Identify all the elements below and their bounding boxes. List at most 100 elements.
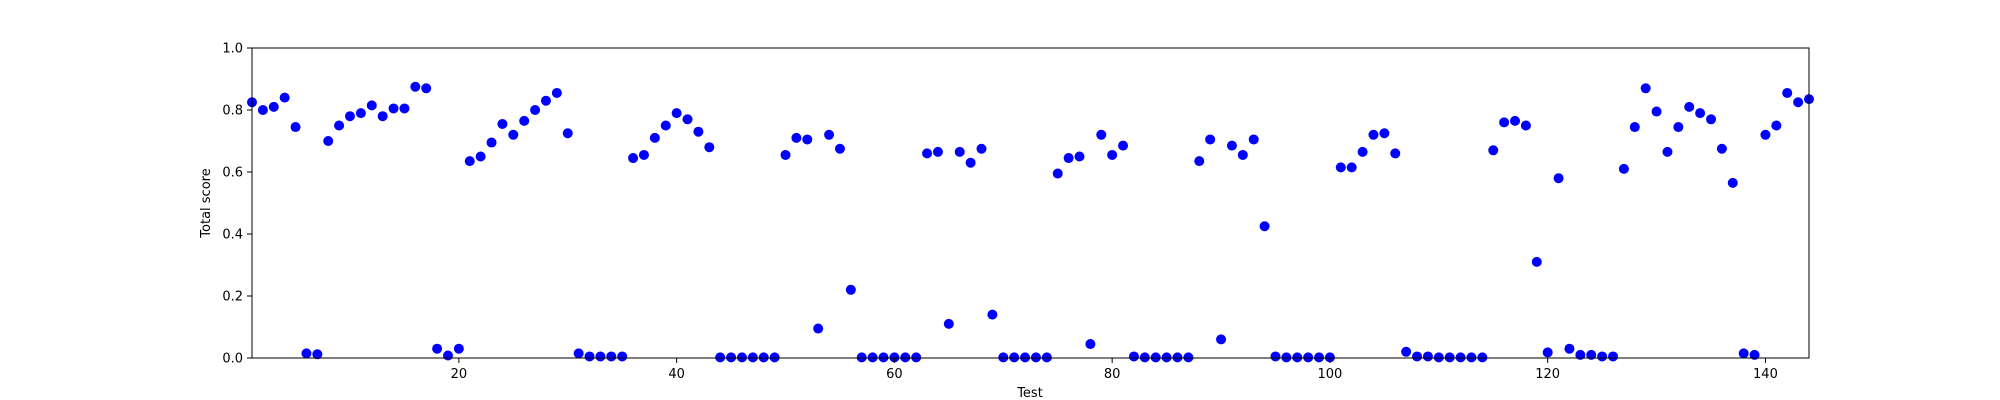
data-point [747,352,758,363]
data-point [1183,352,1194,363]
data-point [562,128,573,139]
data-point [1782,87,1793,98]
data-point [279,92,290,103]
data-point [388,103,399,114]
data-point [1226,140,1237,151]
data-point [486,137,497,148]
data-point [1390,148,1401,159]
y-tick-label: 0.6 [222,166,243,181]
data-point [911,352,922,363]
data-point [606,351,617,362]
data-point [584,351,595,362]
data-point [824,129,835,140]
data-point [845,284,856,295]
data-point [1466,352,1477,363]
data-point [954,146,965,157]
data-point [867,352,878,363]
data-point [334,120,345,131]
data-point [1673,122,1684,133]
data-point [1618,163,1629,174]
data-point [1455,352,1466,363]
data-point [573,348,584,359]
data-points [247,81,1814,363]
data-point [1324,352,1335,363]
data-point [638,149,649,160]
data-point [1597,351,1608,362]
data-point [595,351,606,362]
data-point [791,132,802,143]
data-point [1368,129,1379,140]
data-point [1520,120,1531,131]
data-point [1531,256,1542,267]
data-point [1335,162,1346,173]
data-point [1052,168,1063,179]
data-point [1030,352,1041,363]
data-point [1640,83,1651,94]
data-point [1662,146,1673,157]
data-point [1575,349,1586,360]
data-point [442,350,453,361]
data-point [660,120,671,131]
data-point [649,132,660,143]
x-tick-label: 120 [1535,367,1560,382]
data-point [1314,352,1325,363]
data-point [268,101,279,112]
data-point [1749,349,1760,360]
data-point [1150,352,1161,363]
data-point [802,134,813,145]
x-tick-label: 140 [1753,367,1778,382]
data-point [551,87,562,98]
data-point [976,143,987,154]
data-point [932,146,943,157]
data-point [834,143,845,154]
data-point [312,349,323,360]
y-axis-ticks: 0.0 0.2 0.4 0.6 0.8 1.0 [222,42,252,367]
data-point [693,126,704,137]
data-point [965,157,976,168]
data-point [257,105,268,115]
data-point [1205,134,1216,145]
data-point [1510,115,1521,126]
data-point [922,148,933,159]
x-tick-label: 60 [886,367,903,382]
data-point [998,352,1009,363]
data-point [1651,106,1662,117]
data-point [1303,352,1314,363]
data-point [1412,351,1423,362]
data-point [1586,349,1597,360]
x-axis-ticks: 20 40 60 80 100 120 140 [451,358,1778,382]
data-point [1074,151,1085,162]
data-point [682,114,693,125]
data-point [377,111,388,122]
data-point [943,318,954,329]
plot-area [252,48,1809,358]
data-point [1542,347,1553,358]
x-tick-label: 80 [1104,367,1121,382]
data-point [366,100,377,111]
data-point [715,352,726,363]
data-point [497,118,508,129]
data-point [987,309,998,320]
data-point [323,136,334,146]
data-point [1041,352,1052,363]
data-point [344,111,355,122]
y-tick-label: 0.0 [222,352,243,367]
data-point [475,151,486,162]
data-point [1608,351,1619,362]
data-point [1684,101,1695,112]
data-point [1085,339,1096,350]
y-tick-label: 0.8 [222,104,243,119]
data-point [878,352,889,363]
data-point [856,352,867,363]
data-point [1346,162,1357,173]
data-point [1020,352,1031,363]
data-point [813,323,824,334]
data-point [617,351,628,362]
data-point [1771,120,1782,131]
data-point [1738,348,1749,359]
data-point [1194,156,1205,167]
data-point [1499,117,1510,128]
data-point [1564,343,1575,354]
data-point [1107,149,1118,160]
